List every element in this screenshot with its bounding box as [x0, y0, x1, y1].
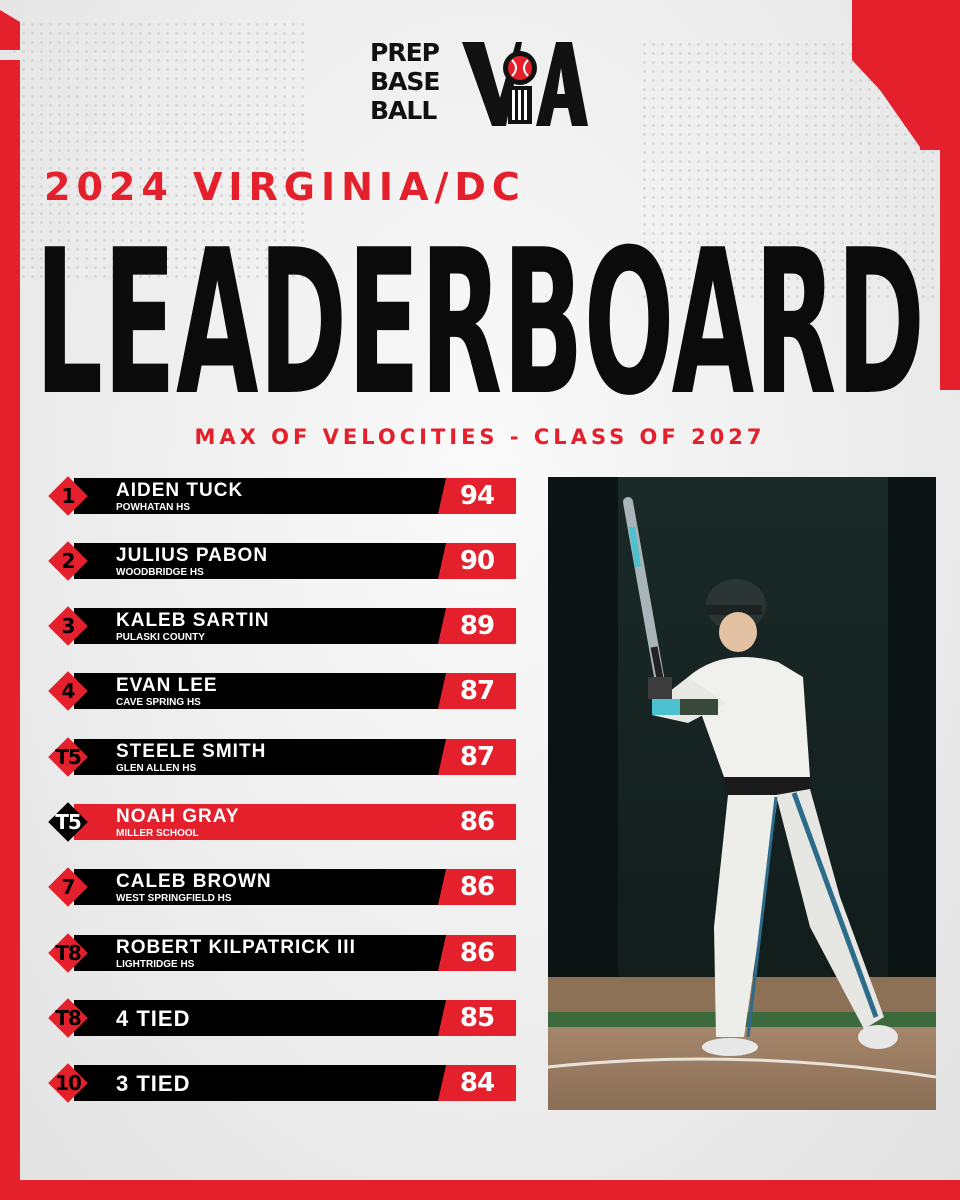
rank-label: T5: [55, 810, 82, 834]
metric-label: MAX OF VELOCITIES - CLASS OF 2027: [194, 425, 766, 449]
velocity-value: 86: [459, 938, 495, 968]
velocity-value: 87: [459, 676, 495, 706]
logo-text-line: BASE: [370, 67, 440, 96]
velocity-badge: 89: [438, 608, 516, 644]
player-school: MILLER SCHOOL: [116, 828, 199, 839]
right-stripe: [940, 150, 960, 390]
logo-text-line: PREP: [370, 38, 440, 67]
leaderboard-row: 4 EVAN LEE CAVE SPRING HS 87: [44, 671, 516, 711]
player-name: AIDEN TUCK: [116, 480, 244, 501]
leaderboard-row: 1 AIDEN TUCK POWHATAN HS 94: [44, 476, 516, 516]
velocity-value: 89: [459, 611, 495, 641]
leaderboard-row: T5 STEELE SMITH GLEN ALLEN HS 87: [44, 737, 516, 777]
rank-label: 2: [61, 549, 76, 573]
left-stripe-top: [0, 10, 20, 50]
velocity-value: 84: [459, 1068, 495, 1098]
player-school: GLEN ALLEN HS: [116, 763, 197, 774]
leaderboard-row: 3 KALEB SARTIN PULASKI COUNTY 89: [44, 606, 516, 646]
velocity-value: 86: [459, 807, 495, 837]
bottom-stripe: [0, 1180, 960, 1200]
player-name: NOAH GRAY: [116, 806, 240, 827]
player-school: WOODBRIDGE HS: [116, 567, 204, 578]
player-photo: [548, 477, 936, 1110]
va-logo-mark: [462, 42, 588, 126]
player-school: PULASKI COUNTY: [116, 632, 205, 643]
player-school: WEST SPRINGFIELD HS: [116, 893, 232, 904]
brand-logo: PREP BASE BALL: [370, 38, 590, 130]
leaderboard-row: T8 ROBERT KILPATRICK III LIGHTRIDGE HS 8…: [44, 933, 516, 973]
velocity-badge: 90: [438, 543, 516, 579]
velocity-value: 90: [459, 546, 495, 576]
leaderboard-row: T8 4 TIED 85: [44, 998, 516, 1038]
player-name: 3 TIED: [116, 1071, 191, 1096]
player-name: STEELE SMITH: [116, 741, 267, 762]
rank-label: T8: [55, 1006, 82, 1030]
leaderboard-row: 2 JULIUS PABON WOODBRIDGE HS 90: [44, 541, 516, 581]
player-name: 4 TIED: [116, 1006, 191, 1031]
rank-label: T8: [55, 941, 82, 965]
velocity-badge: 87: [438, 739, 516, 775]
velocity-value: 86: [459, 872, 495, 902]
velocity-value: 94: [459, 481, 495, 511]
right-stripe-outer: [920, 0, 960, 150]
logo-text-line: BALL: [370, 96, 437, 125]
subtitle: 2024 VIRGINIA/DC: [44, 165, 526, 209]
velocity-badge: 87: [438, 673, 516, 709]
rank-label: T5: [55, 745, 82, 769]
leaderboard-row-highlighted: T5 NOAH GRAY MILLER SCHOOL 86: [44, 802, 516, 842]
svg-text:LEADERBOARD: LEADERBOARD: [35, 207, 925, 406]
player-name: KALEB SARTIN: [116, 610, 270, 631]
player-name: JULIUS PABON: [116, 545, 269, 566]
player-name: EVAN LEE: [116, 675, 218, 696]
player-name: ROBERT KILPATRICK III: [116, 937, 356, 958]
player-school: POWHATAN HS: [116, 502, 191, 513]
rank-label: 7: [61, 875, 76, 899]
player-name: CALEB BROWN: [116, 871, 272, 892]
leaderboard-title: LEADERBOARD: [35, 207, 925, 406]
dot-pattern: [10, 20, 310, 280]
velocity-value: 85: [459, 1003, 495, 1033]
velocity-badge: 94: [438, 478, 516, 514]
velocity-badge: 86: [438, 804, 516, 840]
velocity-badge: 86: [438, 869, 516, 905]
rank-label: 1: [61, 484, 76, 508]
rank-label: 10: [55, 1071, 82, 1095]
left-stripe: [0, 60, 20, 1180]
player-school: CAVE SPRING HS: [116, 697, 201, 708]
leaderboard-row: 10 3 TIED 84: [44, 1063, 516, 1103]
velocity-badge: 84: [438, 1065, 516, 1101]
velocity-badge: 86: [438, 935, 516, 971]
rank-label: 3: [61, 614, 76, 638]
velocity-value: 87: [459, 742, 495, 772]
leaderboard-row: 7 CALEB BROWN WEST SPRINGFIELD HS 86: [44, 867, 516, 907]
player-school: LIGHTRIDGE HS: [116, 959, 195, 970]
velocity-badge: 85: [438, 1000, 516, 1036]
rank-label: 4: [61, 679, 76, 703]
